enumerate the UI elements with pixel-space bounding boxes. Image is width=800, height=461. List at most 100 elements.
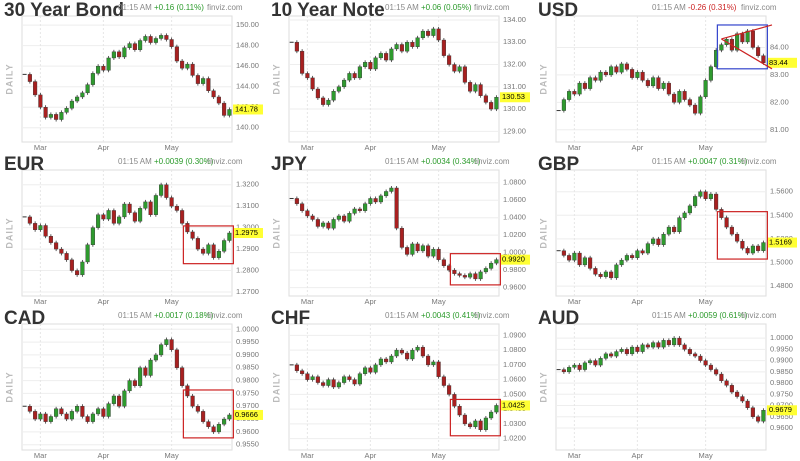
candle bbox=[635, 71, 640, 78]
panel-title: USD bbox=[538, 0, 578, 21]
candle bbox=[174, 349, 179, 368]
candle bbox=[294, 364, 299, 371]
candle bbox=[473, 420, 478, 428]
x-tick-label: Mar bbox=[568, 451, 581, 460]
candle bbox=[420, 30, 425, 39]
candle bbox=[593, 268, 598, 275]
candle bbox=[572, 252, 577, 261]
last-price-label: 1.0425 bbox=[502, 400, 525, 409]
candle bbox=[336, 382, 341, 388]
annotation-box bbox=[182, 225, 234, 265]
y-tick-label: 0.9950 bbox=[236, 337, 259, 346]
candle bbox=[352, 379, 357, 385]
panel-title: EUR bbox=[4, 154, 44, 175]
last-price-label: 1.5169 bbox=[769, 238, 792, 247]
candle bbox=[561, 99, 566, 111]
candle bbox=[211, 426, 216, 433]
last-price-box bbox=[233, 228, 263, 238]
panel: JPY 01:15 AM +0.0034 (0.34%)finviz.com DAIL… bbox=[271, 154, 530, 306]
candle bbox=[310, 215, 315, 220]
y-tick-label: 0.9750 bbox=[770, 389, 793, 398]
candle bbox=[294, 198, 299, 204]
candle bbox=[729, 226, 734, 235]
plot-frame bbox=[555, 169, 767, 297]
candle bbox=[598, 274, 603, 277]
candle bbox=[315, 88, 320, 99]
candle bbox=[342, 215, 347, 222]
candle bbox=[64, 108, 69, 113]
panel: CAD 01:15 AM +0.0017 (0.18%)finviz.com DAIL… bbox=[4, 308, 263, 460]
candle bbox=[310, 376, 315, 380]
candle bbox=[410, 349, 415, 360]
candle bbox=[635, 346, 640, 352]
candle bbox=[426, 30, 431, 36]
candle bbox=[90, 413, 95, 422]
candle bbox=[185, 63, 190, 69]
candle bbox=[326, 99, 331, 105]
candle bbox=[373, 364, 378, 373]
candle bbox=[635, 250, 640, 258]
candle bbox=[441, 259, 446, 266]
candle bbox=[489, 102, 494, 110]
candle bbox=[582, 257, 587, 266]
candle bbox=[708, 193, 713, 199]
plot-frame bbox=[288, 323, 500, 451]
candle bbox=[441, 376, 446, 386]
y-tick-label: 1.0400 bbox=[503, 213, 526, 222]
candle bbox=[127, 380, 132, 392]
candle bbox=[494, 259, 499, 264]
candle bbox=[111, 210, 116, 224]
candle bbox=[420, 346, 425, 357]
y-tick-label: 1.2900 bbox=[236, 244, 259, 253]
candle bbox=[315, 219, 320, 227]
change: +0.16 (0.11%) bbox=[154, 3, 204, 12]
candle bbox=[195, 75, 200, 84]
time: 01:15 AM bbox=[385, 3, 419, 12]
last-price-label: 0.9679 bbox=[769, 405, 792, 414]
candle bbox=[357, 66, 362, 79]
candle bbox=[363, 367, 368, 374]
candle bbox=[75, 406, 80, 412]
candle bbox=[59, 112, 64, 120]
candle bbox=[101, 408, 106, 417]
last-price-box bbox=[500, 400, 530, 411]
candle bbox=[75, 96, 80, 102]
candle bbox=[106, 403, 111, 417]
candle bbox=[724, 380, 729, 386]
candle bbox=[111, 51, 116, 59]
candle bbox=[436, 361, 441, 377]
candle bbox=[703, 80, 708, 98]
candle bbox=[598, 71, 603, 81]
x-tick-label: May bbox=[432, 297, 446, 306]
annotation-box bbox=[182, 389, 234, 439]
x-tick-label: May bbox=[432, 451, 446, 460]
candle bbox=[468, 273, 473, 278]
x-tick-label: May bbox=[432, 143, 446, 152]
candle bbox=[389, 48, 394, 61]
source: finviz.com bbox=[474, 3, 510, 12]
candle bbox=[300, 203, 305, 211]
candle bbox=[756, 245, 761, 251]
plot-frame bbox=[21, 323, 233, 451]
candle bbox=[378, 195, 383, 203]
candle bbox=[54, 114, 59, 120]
candle bbox=[48, 416, 53, 422]
candle bbox=[677, 337, 682, 346]
candle bbox=[750, 245, 755, 254]
change: +0.0047 (0.31%) bbox=[688, 157, 748, 166]
last-price-box bbox=[500, 254, 530, 265]
candle bbox=[159, 184, 164, 196]
candle bbox=[54, 408, 59, 417]
candle bbox=[441, 39, 446, 56]
y-tick-label: 1.0600 bbox=[503, 375, 526, 384]
candle bbox=[603, 271, 608, 277]
candle bbox=[603, 353, 608, 359]
candle bbox=[27, 216, 32, 224]
candle bbox=[185, 385, 190, 397]
last-price-label: 141.78 bbox=[235, 104, 258, 113]
candle bbox=[494, 97, 499, 110]
candle bbox=[462, 275, 467, 278]
y-tick-label: 0.9900 bbox=[236, 350, 259, 359]
candle bbox=[614, 66, 619, 73]
